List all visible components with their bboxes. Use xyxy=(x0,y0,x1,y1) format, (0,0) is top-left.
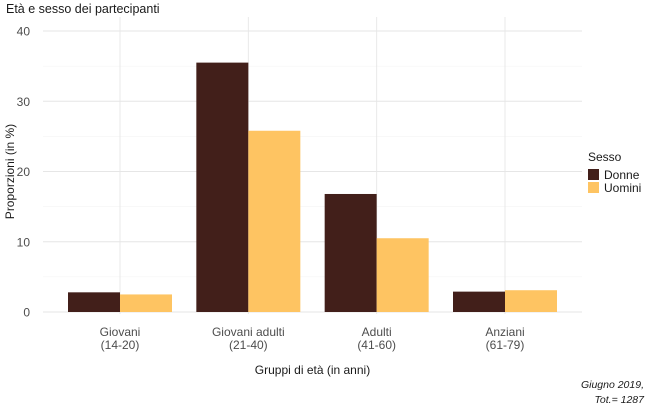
x-tick-label: Giovani xyxy=(100,325,141,339)
x-tick-label: (14-20) xyxy=(101,338,140,352)
x-tick-label: Anziani xyxy=(485,325,524,339)
bar-uomini xyxy=(248,130,301,312)
bar-donne xyxy=(196,62,249,312)
legend: Sesso Donne Uomini xyxy=(588,150,642,195)
x-tick-label: (21-40) xyxy=(229,338,268,352)
legend-key-uomini xyxy=(588,182,599,193)
legend-key-donne xyxy=(588,169,599,180)
bar-uomini xyxy=(505,290,557,312)
x-tick-label: (41-60) xyxy=(357,338,396,352)
chart-title: Età e sesso dei partecipanti xyxy=(6,2,160,16)
bar-donne xyxy=(453,291,505,312)
bar-donne xyxy=(68,292,120,312)
y-tick-label: 10 xyxy=(17,235,31,249)
legend-item-uomini: Uomini xyxy=(588,180,642,195)
x-tick-label: Giovani adulti xyxy=(212,325,285,339)
y-tick-label: 20 xyxy=(17,165,31,179)
legend-label-uomini: Uomini xyxy=(604,180,642,195)
y-tick-label: 30 xyxy=(17,95,31,109)
x-tick-label: Adulti xyxy=(362,325,392,339)
y-tick-label: 40 xyxy=(17,25,31,39)
x-axis-title: Gruppi di età (in anni) xyxy=(255,363,370,377)
caption: Giugno 2019, Tot.= 1287 xyxy=(581,378,644,408)
legend-title: Sesso xyxy=(588,150,622,164)
y-tick-label: 0 xyxy=(23,306,30,320)
bar-uomini xyxy=(120,294,172,312)
bar-uomini xyxy=(376,238,429,312)
legend-label-donne: Donne xyxy=(604,167,640,182)
caption-line-total: Tot.= 1287 xyxy=(594,394,644,406)
x-tick-label: (61-79) xyxy=(486,338,525,352)
y-axis-title: Proporzioni (in %) xyxy=(3,124,17,219)
legend-item-donne: Donne xyxy=(588,167,641,182)
caption-line-date: Giugno 2019, xyxy=(580,379,644,391)
bar-donne xyxy=(324,193,377,312)
